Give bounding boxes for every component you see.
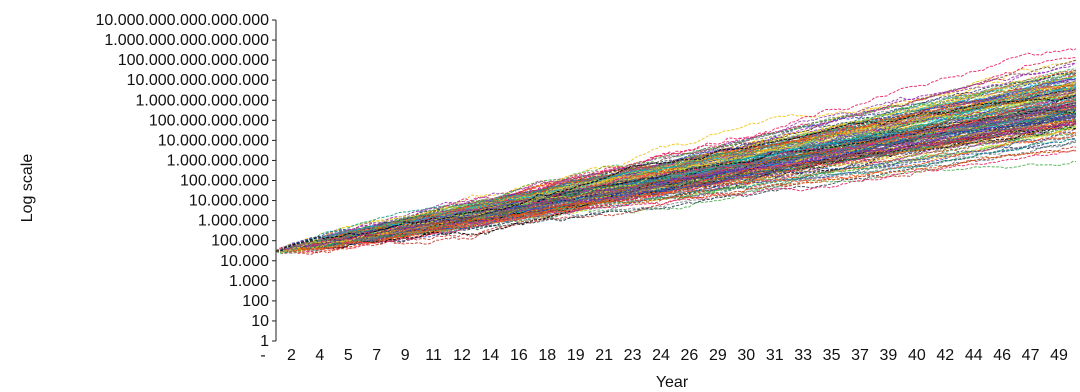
simulation-series-line: [275, 73, 1077, 252]
simulation-series-line: [275, 133, 1077, 253]
simulation-series-line: [275, 138, 1076, 252]
simulation-series-line: [275, 101, 1077, 252]
x-tick-label: 21: [595, 347, 613, 364]
x-tick-label: 37: [851, 347, 869, 364]
simulation-series-line: [275, 131, 1077, 252]
simulation-series-line: [275, 85, 1077, 252]
simulation-series-line: [275, 78, 1077, 252]
simulation-series-line: [275, 108, 1077, 252]
simulation-series-line: [275, 74, 1077, 252]
x-tick-label: 19: [567, 347, 585, 364]
x-tick-label: 47: [1022, 347, 1040, 364]
simulation-series-line: [275, 116, 1077, 252]
x-tick-label: 33: [794, 347, 812, 364]
x-tick-labels: -2 4 5 7 9 11 12 14 16 18 19 21 23 24 26 29 30 31 33 35 37 39…: [260, 347, 1068, 364]
y-tick-labels: 10.000.000.000.000.000 1.000.000.000.000.…: [96, 12, 270, 350]
y-tick-label: 10.000.000.000.000: [127, 72, 269, 89]
simulation-series-line: [275, 104, 1077, 252]
y-tick-label: 100.000: [211, 233, 269, 250]
simulation-series-line: [275, 70, 1077, 252]
simulation-series-line: [275, 92, 1077, 254]
simulation-series-line: [275, 106, 1077, 252]
simulation-series-line: [275, 120, 1077, 253]
x-tick-label: 24: [652, 347, 670, 364]
y-tick-label: 10.000.000: [189, 193, 269, 210]
x-tick-label: 35: [823, 347, 841, 364]
x-tick-label: 49: [1050, 347, 1068, 364]
series-layer: [275, 47, 1077, 255]
simulation-series-line: [275, 108, 1077, 252]
simulation-series-line: [275, 109, 1077, 252]
x-tick-label: 14: [482, 347, 500, 364]
x-tick-label: 39: [880, 347, 898, 364]
simulation-series-line: [275, 75, 1077, 252]
simulation-series-line: [275, 94, 1077, 252]
y-tick-label: 1.000.000.000.000.000: [104, 32, 269, 49]
x-tick-label: 18: [538, 347, 556, 364]
simulation-series-line: [275, 128, 1077, 252]
simulation-series-line: [275, 110, 1077, 252]
x-tick-label: 4: [315, 347, 324, 364]
x-tick-label: -: [260, 347, 265, 364]
x-tick-label: 2: [287, 347, 296, 364]
x-tick-label: 11: [425, 347, 442, 364]
x-tick-label: 16: [510, 347, 528, 364]
simulation-series-line: [275, 62, 1076, 252]
y-tick-label: 10.000: [220, 253, 269, 270]
x-tick-label: 29: [709, 347, 727, 364]
x-tick-label: 42: [936, 347, 954, 364]
x-tick-label: 23: [624, 347, 642, 364]
simulation-series-line: [275, 67, 1077, 252]
x-tick-label: 12: [453, 347, 471, 364]
simulation-series-line: [275, 124, 1077, 252]
simulation-series-line: [275, 84, 1077, 252]
x-tick-label: 5: [344, 347, 353, 364]
simulation-series-line: [276, 104, 1077, 253]
simulation-series-line: [275, 81, 1077, 252]
y-tick-label: 1: [260, 333, 269, 350]
simulation-series-line: [275, 90, 1077, 252]
x-tick-label: 31: [766, 347, 784, 364]
x-tick-label: 40: [908, 347, 926, 364]
y-tick-label: 100: [242, 293, 269, 310]
simulation-series-line: [275, 100, 1077, 252]
y-tick-label: 10.000.000.000.000.000: [96, 12, 270, 29]
y-tick-label: 10: [251, 313, 269, 330]
x-tick-label: 9: [401, 347, 410, 364]
y-tick-label: 1.000.000.000.000: [136, 92, 270, 109]
y-tick-label: 100.000.000.000.000: [118, 52, 269, 69]
simulation-series-line: [275, 131, 1077, 252]
simulation-series-line: [275, 75, 1077, 252]
x-tick-label: 30: [737, 347, 755, 364]
x-tick-label: 26: [681, 347, 699, 364]
x-tick-label: 46: [993, 347, 1011, 364]
y-tick-label: 100.000.000: [180, 173, 269, 190]
x-axis-title: Year: [656, 374, 689, 391]
y-tick-label: 1.000.000.000: [167, 152, 269, 169]
x-tick-label: 44: [965, 347, 983, 364]
x-tick-label: 7: [372, 347, 381, 364]
simulation-series-line: [276, 99, 1077, 252]
simulation-series-line: [275, 87, 1077, 252]
simulation-series-line: [276, 47, 1077, 252]
simulation-series-line: [275, 150, 1077, 253]
simulation-series-line: [275, 111, 1077, 253]
axes-layer: [272, 19, 277, 342]
simulation-series-line: [275, 93, 1077, 252]
y-tick-label: 100.000.000.000: [149, 112, 269, 129]
y-axis-title: Log scale: [19, 154, 36, 223]
y-tick-label: 1.000: [229, 273, 269, 290]
y-tick-label: 1.000.000: [198, 213, 269, 230]
y-tick-label: 10.000.000.000: [158, 132, 269, 149]
